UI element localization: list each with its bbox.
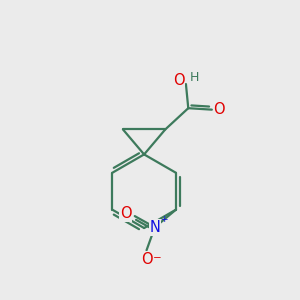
Text: O: O <box>141 252 152 267</box>
Text: O: O <box>120 206 132 221</box>
Text: H: H <box>190 71 199 84</box>
Text: N: N <box>149 220 160 235</box>
Text: −: − <box>153 253 162 263</box>
Text: O: O <box>173 73 184 88</box>
Text: O: O <box>213 102 225 117</box>
Text: +: + <box>160 214 167 224</box>
